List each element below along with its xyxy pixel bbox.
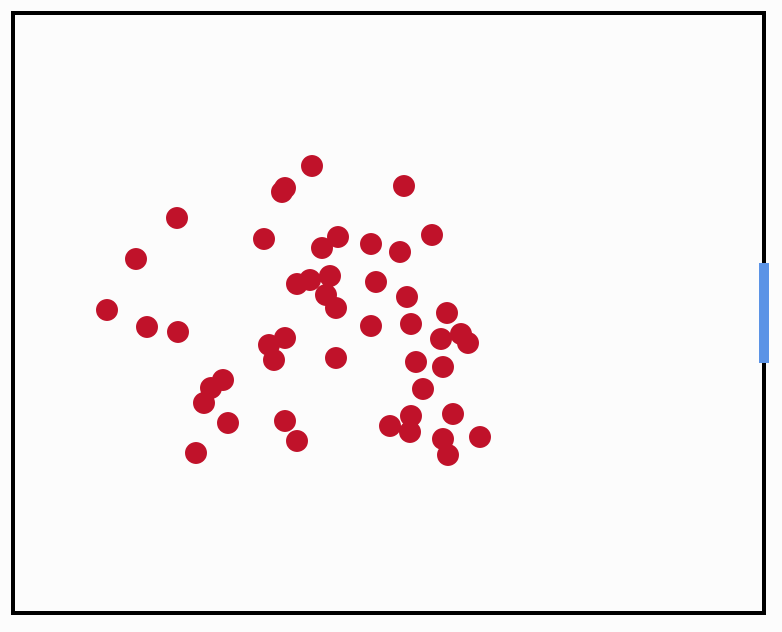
ball xyxy=(412,378,434,400)
ball xyxy=(319,265,341,287)
paddle[interactable] xyxy=(759,263,769,363)
ball xyxy=(399,421,421,443)
ball xyxy=(393,175,415,197)
ball xyxy=(360,233,382,255)
ball xyxy=(400,405,422,427)
ball xyxy=(274,410,296,432)
ball xyxy=(166,207,188,229)
ball xyxy=(457,332,479,354)
ball xyxy=(436,302,458,324)
ball xyxy=(301,155,323,177)
ball xyxy=(432,356,454,378)
ball xyxy=(325,297,347,319)
balls-group xyxy=(96,155,491,466)
ball xyxy=(405,351,427,373)
ball xyxy=(365,271,387,293)
ball xyxy=(430,328,452,350)
ball xyxy=(125,248,147,270)
ball xyxy=(271,181,293,203)
ball xyxy=(193,392,215,414)
ball xyxy=(311,237,333,259)
ball xyxy=(217,412,239,434)
ball xyxy=(396,286,418,308)
ball xyxy=(263,349,285,371)
ball xyxy=(253,228,275,250)
ball xyxy=(185,442,207,464)
ball xyxy=(400,313,422,335)
ball xyxy=(136,316,158,338)
ball xyxy=(389,241,411,263)
ball xyxy=(442,403,464,425)
ball xyxy=(469,426,491,448)
ball xyxy=(96,299,118,321)
ball xyxy=(360,315,382,337)
ball xyxy=(286,430,308,452)
ball xyxy=(299,269,321,291)
ball xyxy=(167,321,189,343)
ball xyxy=(379,415,401,437)
ball xyxy=(437,444,459,466)
ball xyxy=(421,224,443,246)
ball xyxy=(325,347,347,369)
ball xyxy=(327,226,349,248)
